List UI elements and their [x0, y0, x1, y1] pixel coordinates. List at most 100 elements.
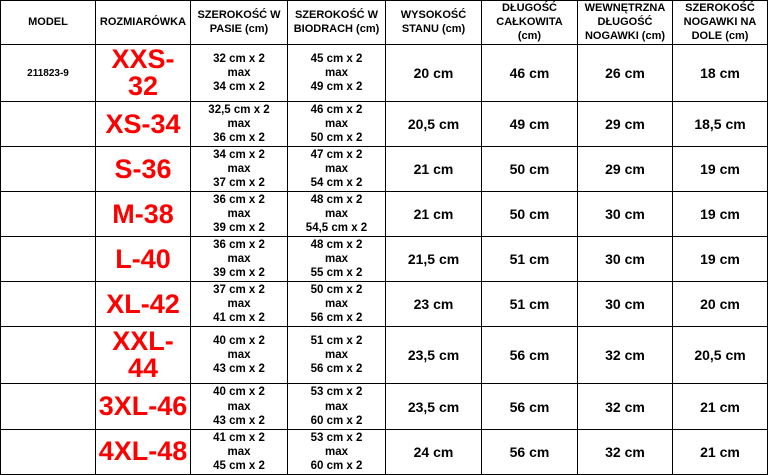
hips-max-label: max — [324, 445, 349, 458]
waist-cell: 36 cm x 2 max 39 cm x 2 — [190, 236, 288, 283]
hips-max-value: 54,5 cm x 2 — [305, 222, 368, 235]
size-label: M-38 — [95, 191, 191, 238]
hips-min-value: 51 cm x 2 — [310, 335, 363, 348]
table-row: XXL-44 40 cm x 2 max 43 cm x 2 51 cm x 2… — [0, 326, 768, 385]
column-header: SZEROKOŚĆ NOGAWKI NA DOLE (cm) — [672, 0, 768, 46]
rise-value: 20,5 cm — [385, 101, 482, 148]
waist-cell: 34 cm x 2 max 37 cm x 2 — [190, 146, 288, 193]
leg-width-value: 18 cm — [672, 44, 768, 103]
size-label: S-36 — [95, 146, 191, 193]
inseam-value: 29 cm — [577, 146, 673, 193]
column-header: WYSOKOŚĆ STANU (cm) — [385, 0, 482, 46]
hips-min-value: 53 cm x 2 — [310, 386, 363, 399]
hips-max-value: 56 cm x 2 — [310, 312, 363, 325]
table-row: M-38 36 cm x 2 max 39 cm x 2 48 cm x 2 m… — [0, 191, 768, 238]
table-row: 3XL-46 40 cm x 2 max 43 cm x 2 53 cm x 2… — [0, 383, 768, 430]
hips-cell: 48 cm x 2 max 54,5 cm x 2 — [287, 191, 386, 238]
waist-min-value: 32 cm x 2 — [213, 53, 265, 66]
hips-max-value: 56 cm x 2 — [310, 363, 363, 376]
hips-cell: 48 cm x 2 max 55 cm x 2 — [287, 236, 386, 283]
waist-max-value: 43 cm x 2 — [213, 414, 265, 427]
waist-max-label: max — [227, 445, 251, 458]
hips-min-value: 47 cm x 2 — [310, 149, 363, 162]
hips-max-label: max — [324, 163, 349, 176]
model-number — [0, 326, 96, 385]
model-number — [0, 236, 96, 283]
rise-value: 20 cm — [385, 44, 482, 103]
table-body: 211823-9 XXS-32 32 cm x 2 max 34 cm x 2 … — [0, 44, 768, 475]
rise-value: 21 cm — [385, 146, 482, 193]
waist-max-value: 43 cm x 2 — [213, 363, 265, 376]
hips-cell: 51 cm x 2 max 56 cm x 2 — [287, 326, 386, 385]
model-number — [0, 191, 96, 238]
rise-value: 21 cm — [385, 191, 482, 238]
waist-max-value: 34 cm x 2 — [213, 81, 265, 94]
total-length-value: 46 cm — [481, 44, 578, 103]
waist-cell: 40 cm x 2 max 43 cm x 2 — [190, 383, 288, 430]
waist-cell: 40 cm x 2 max 43 cm x 2 — [190, 326, 288, 385]
table-row: XL-42 37 cm x 2 max 41 cm x 2 50 cm x 2 … — [0, 281, 768, 328]
hips-min-value: 48 cm x 2 — [310, 239, 363, 252]
inseam-value: 30 cm — [577, 191, 673, 238]
waist-max-value: 37 cm x 2 — [213, 177, 265, 190]
waist-min-value: 36 cm x 2 — [213, 239, 265, 252]
inseam-value: 29 cm — [577, 101, 673, 148]
waist-cell: 37 cm x 2 max 41 cm x 2 — [190, 281, 288, 328]
waist-max-value: 39 cm x 2 — [213, 222, 265, 235]
header-row: MODEL ROZMIARÓWKA SZEROKOŚĆ W PASIE (cm) SZ… — [0, 0, 768, 46]
hips-max-label: max — [324, 400, 349, 413]
waist-min-value: 32,5 cm x 2 — [208, 104, 270, 117]
waist-min-value: 36 cm x 2 — [213, 194, 265, 207]
waist-max-value: 39 cm x 2 — [213, 267, 265, 280]
waist-max-label: max — [227, 208, 251, 221]
table-row: 211823-9 XXS-32 32 cm x 2 max 34 cm x 2 … — [0, 44, 768, 103]
leg-width-value: 20 cm — [672, 281, 768, 328]
hips-max-value: 55 cm x 2 — [310, 267, 363, 280]
size-label: XS-34 — [95, 101, 191, 148]
total-length-value: 50 cm — [481, 146, 578, 193]
model-number — [0, 146, 96, 193]
inseam-value: 30 cm — [577, 281, 673, 328]
leg-width-value: 21 cm — [672, 383, 768, 430]
hips-cell: 45 cm x 2 max 49 cm x 2 — [287, 44, 386, 103]
rise-value: 23 cm — [385, 281, 482, 328]
hips-max-value: 54 cm x 2 — [310, 177, 363, 190]
waist-min-value: 40 cm x 2 — [213, 386, 265, 399]
column-header: SZEROKOŚĆ W BIODRACH (cm) — [287, 0, 386, 46]
size-label: XL-42 — [95, 281, 191, 328]
inseam-value: 32 cm — [577, 383, 673, 430]
hips-max-label: max — [324, 118, 349, 131]
total-length-value: 56 cm — [481, 383, 578, 430]
waist-min-value: 41 cm x 2 — [213, 431, 265, 444]
hips-min-value: 45 cm x 2 — [310, 53, 363, 66]
hips-cell: 47 cm x 2 max 54 cm x 2 — [287, 146, 386, 193]
hips-max-label: max — [324, 298, 349, 311]
total-length-value: 51 cm — [481, 281, 578, 328]
model-number: 211823-9 — [0, 44, 96, 103]
hips-cell: 53 cm x 2 max 60 cm x 2 — [287, 383, 386, 430]
waist-max-label: max — [227, 400, 251, 413]
leg-width-value: 19 cm — [672, 146, 768, 193]
total-length-value: 51 cm — [481, 236, 578, 283]
hips-max-value: 50 cm x 2 — [310, 132, 363, 145]
hips-min-value: 50 cm x 2 — [310, 284, 363, 297]
hips-cell: 50 cm x 2 max 56 cm x 2 — [287, 281, 386, 328]
column-header: SZEROKOŚĆ W PASIE (cm) — [190, 0, 288, 46]
hips-max-label: max — [324, 208, 349, 221]
size-label: 3XL-46 — [95, 383, 191, 430]
waist-max-value: 36 cm x 2 — [213, 132, 265, 145]
table-row: S-36 34 cm x 2 max 37 cm x 2 47 cm x 2 m… — [0, 146, 768, 193]
inseam-value: 30 cm — [577, 236, 673, 283]
inseam-value: 26 cm — [577, 44, 673, 103]
hips-max-value: 60 cm x 2 — [310, 459, 363, 472]
total-length-value: 50 cm — [481, 191, 578, 238]
hips-max-value: 60 cm x 2 — [310, 414, 363, 427]
waist-max-label: max — [227, 118, 251, 131]
waist-cell: 32 cm x 2 max 34 cm x 2 — [190, 44, 288, 103]
size-label: L-40 — [95, 236, 191, 283]
model-number — [0, 281, 96, 328]
waist-max-label: max — [227, 253, 251, 266]
model-number — [0, 383, 96, 430]
